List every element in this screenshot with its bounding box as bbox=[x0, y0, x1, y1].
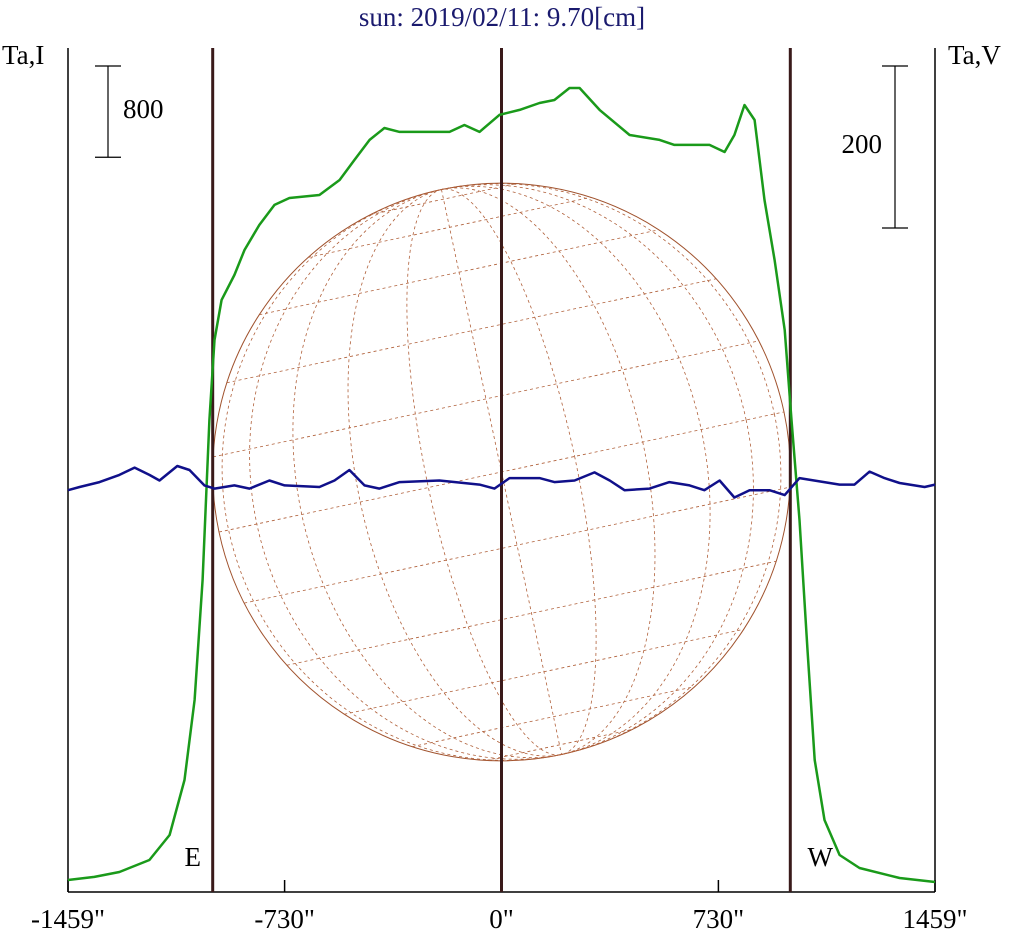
x-tick-label: 0" bbox=[489, 904, 514, 934]
limb-label: E bbox=[184, 842, 201, 872]
scale-bar-label: 200 bbox=[842, 129, 883, 159]
x-tick-label: 730" bbox=[693, 904, 745, 934]
data-line bbox=[67, 86, 936, 884]
parallel bbox=[259, 229, 659, 316]
scale-bar-label: 800 bbox=[123, 94, 164, 124]
y-axis-label: Ta,I bbox=[2, 40, 44, 70]
parallel bbox=[213, 340, 759, 458]
x-tick-label: -1459" bbox=[31, 904, 105, 934]
parallel bbox=[370, 183, 517, 216]
parallel bbox=[244, 486, 790, 604]
parallel bbox=[308, 196, 591, 258]
chart-title: sun: 2019/02/11: 9.70[cm] bbox=[359, 2, 645, 32]
data-line bbox=[67, 464, 936, 499]
parallel bbox=[412, 686, 695, 748]
x-tick-label: 1459" bbox=[902, 904, 967, 934]
parallel bbox=[486, 728, 633, 761]
x-tick-label: -730" bbox=[254, 904, 315, 934]
parallel bbox=[286, 560, 777, 666]
parallel bbox=[226, 278, 717, 384]
y2-axis-label: Ta,V bbox=[948, 40, 1001, 70]
limb-label: W bbox=[808, 842, 834, 872]
parallel bbox=[344, 628, 744, 715]
